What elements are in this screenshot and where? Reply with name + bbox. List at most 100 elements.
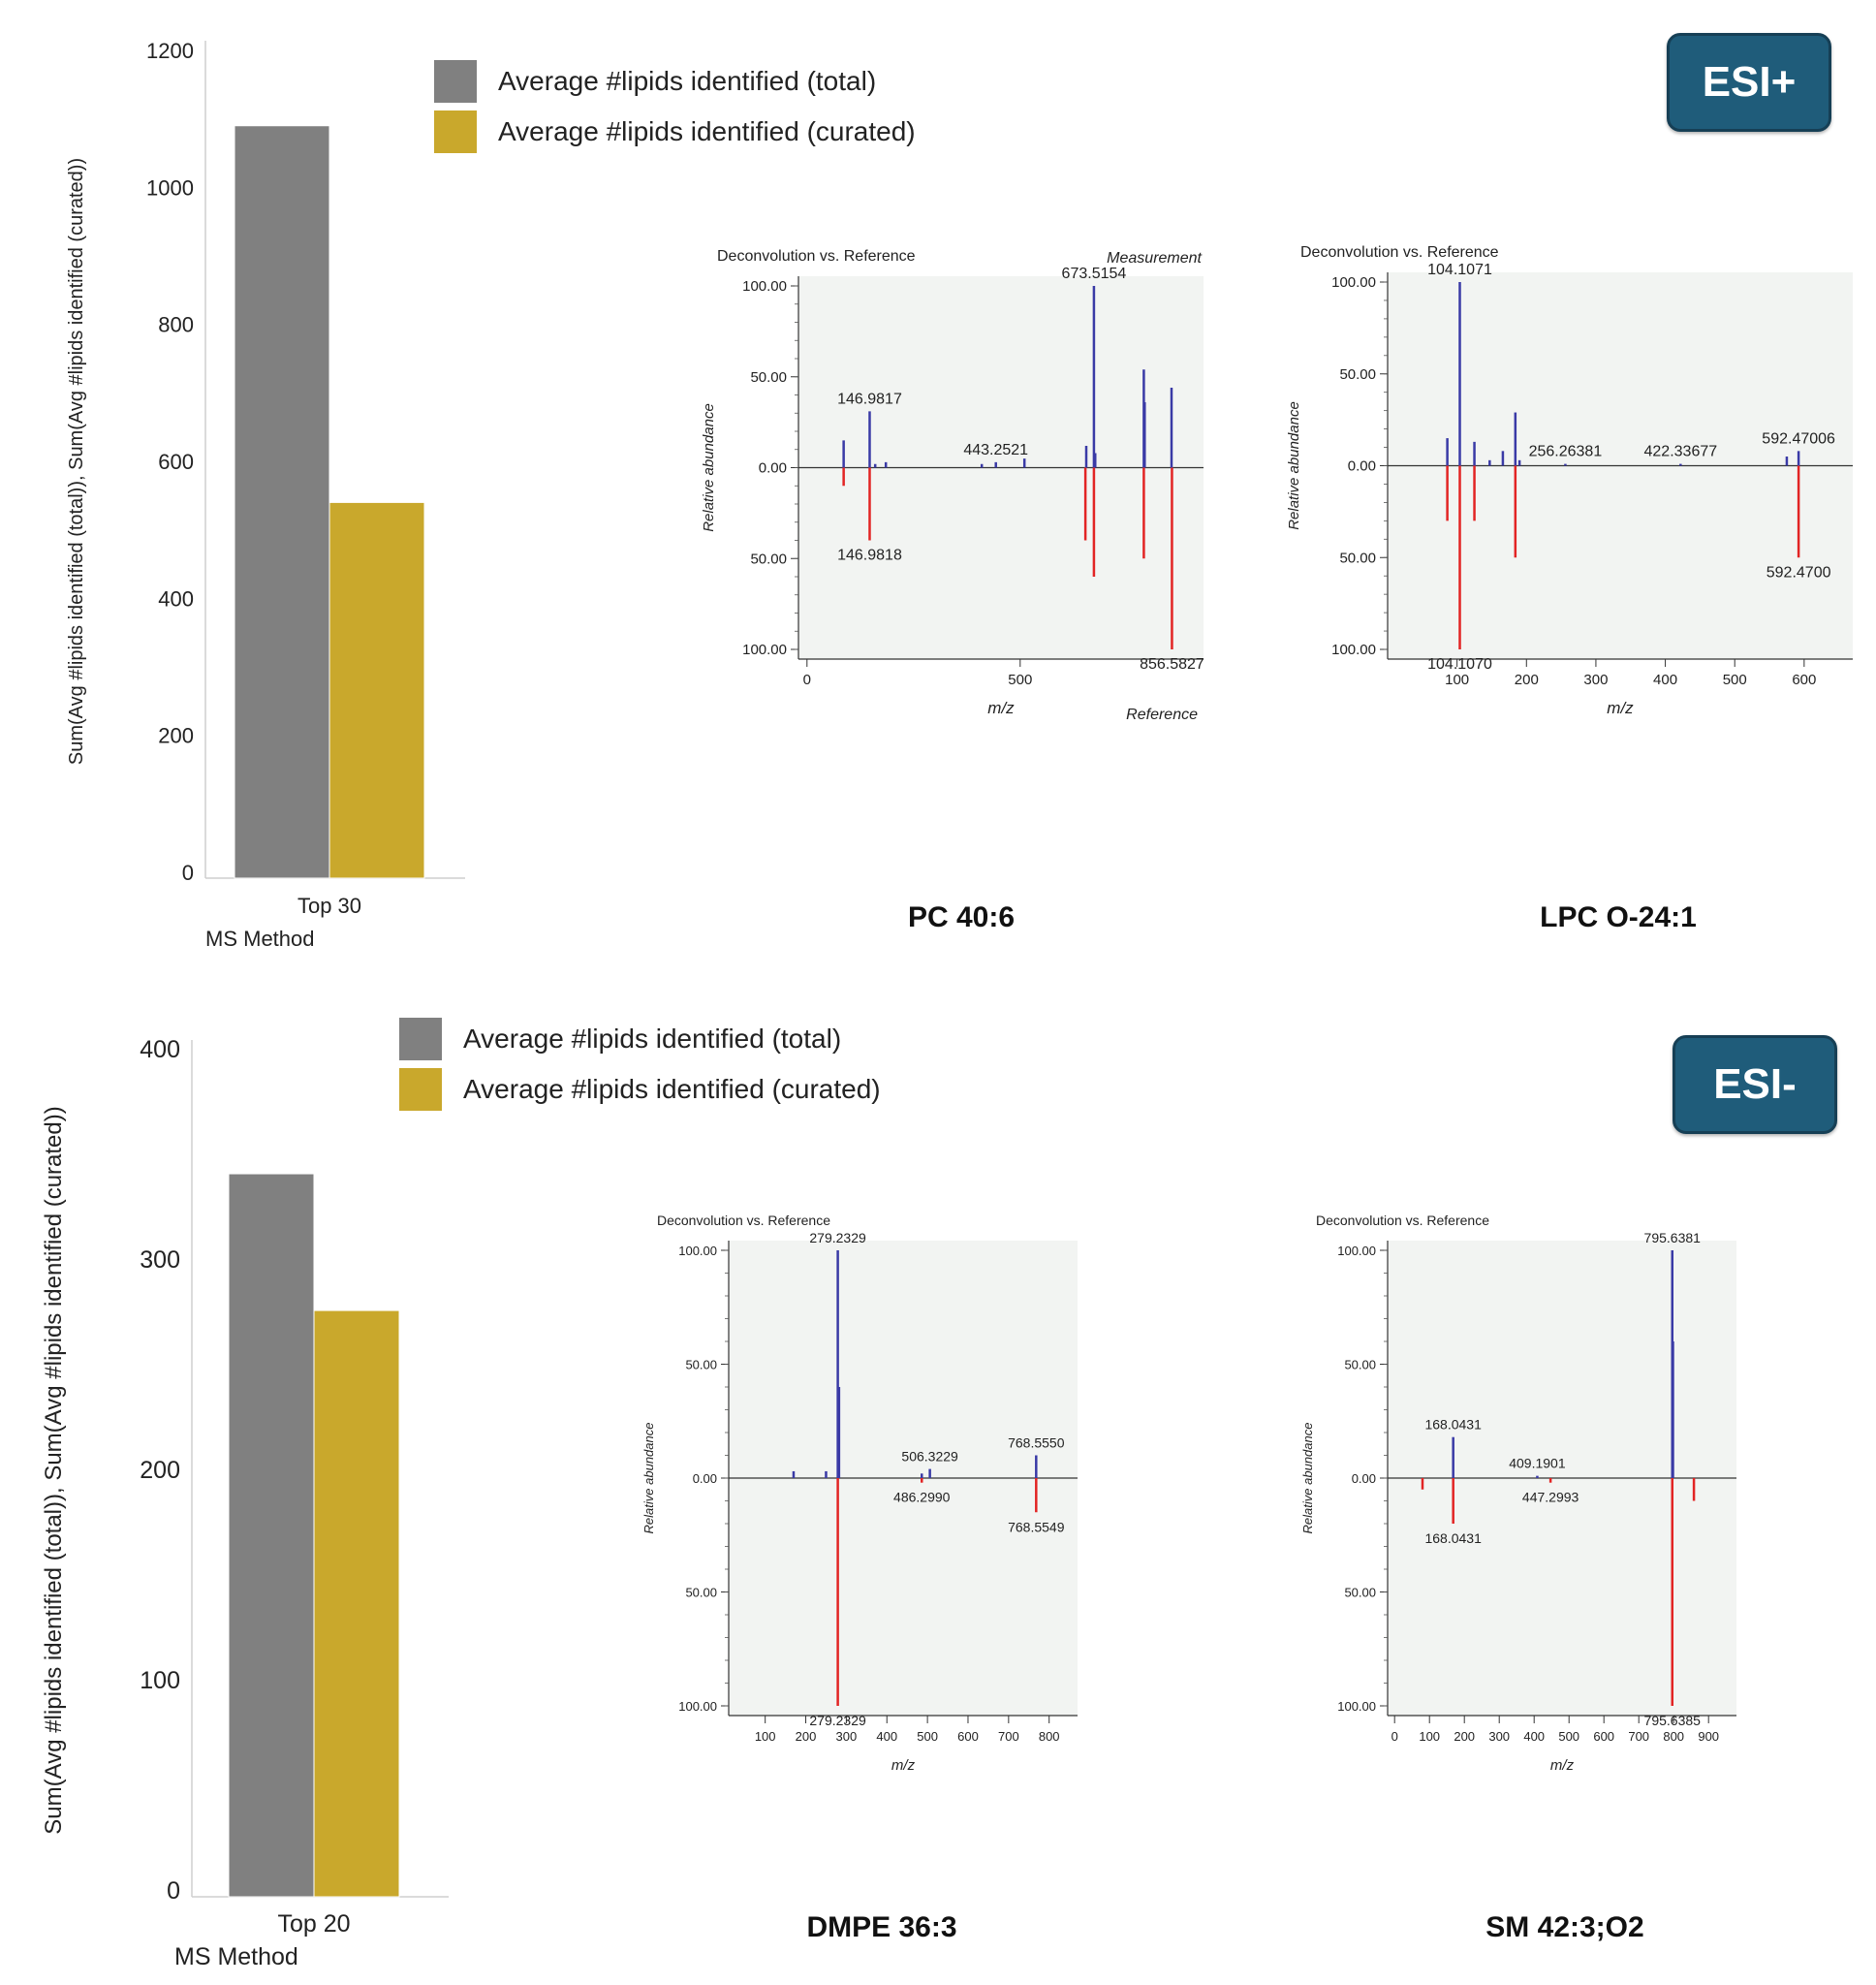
y-axis-title: Relative abundance — [641, 1423, 656, 1534]
spectrum-dmpe-36-3: Deconvolution vs. Reference 100.00 50.00 0.… — [641, 1213, 1078, 1774]
legend-item-curated: Average #lipids identified (curated) — [399, 1064, 881, 1115]
peak-label: 146.9817 — [837, 391, 902, 407]
spectrum-header: Deconvolution vs. Reference — [717, 248, 916, 265]
peak-label: 592.4700 — [1767, 564, 1831, 581]
bar-total — [228, 1173, 315, 1898]
y-tick-label: 100.00 — [678, 1244, 717, 1258]
spectrum-title-sm-42-3-o2: SM 42:3;O2 — [1485, 1911, 1644, 1943]
spectrum-sm-42-3-o2: Deconvolution vs. Reference 100.00 50.00 0.… — [1300, 1213, 1736, 1774]
x-axis-title: m/z — [891, 1757, 916, 1774]
y-axis-title: Relative abundance — [1300, 1423, 1315, 1534]
y-tick-label: 400 — [158, 586, 194, 611]
legend-label-total: Average #lipids identified (total) — [463, 1024, 842, 1054]
peak-label: 768.5550 — [1008, 1435, 1065, 1451]
x-tick-label: 500 — [1008, 672, 1032, 688]
esi-minus-badge: ESI- — [1673, 1035, 1837, 1134]
peak-label: 168.0431 — [1424, 1530, 1482, 1546]
y-axis-title: Sum(Avg #lipids identified (total)), Sum… — [41, 1106, 67, 1834]
y-tick-label: 1000 — [146, 175, 194, 200]
peak-label: 795.6385 — [1644, 1713, 1702, 1728]
top-legend: Average #lipids identified (total) Avera… — [434, 56, 916, 157]
peak-label: 447.2993 — [1522, 1490, 1579, 1505]
x-axis-title: m/z — [1607, 699, 1634, 717]
x-tick-label: 600 — [957, 1729, 979, 1744]
x-tick-label: 600 — [1593, 1729, 1614, 1744]
y-tick-label: 50.00 — [685, 1586, 717, 1600]
y-tick-label: 800 — [158, 313, 194, 337]
y-tick-label: 300 — [140, 1246, 180, 1274]
peak-label: 673.5154 — [1062, 266, 1127, 282]
x-tick-label: 200 — [796, 1729, 817, 1744]
legend-swatch-total — [434, 60, 477, 103]
peak-label: 104.1071 — [1427, 262, 1492, 278]
x-tick-label: 0 — [803, 672, 811, 688]
legend-swatch-curated — [399, 1068, 442, 1111]
bottom-bar-chart: 400 300 200 100 0 Top 20 MS Method Sum(Avg #lip… — [41, 1036, 449, 1970]
y-tick-label: 0 — [167, 1877, 180, 1905]
x-tick-label: 800 — [1039, 1729, 1060, 1744]
y-tick-label: 100 — [140, 1667, 180, 1694]
x-tick-label: 400 — [1653, 672, 1677, 688]
x-axis-title: MS Method — [205, 927, 315, 951]
legend-swatch-total — [399, 1018, 442, 1060]
y-tick-label: 100.00 — [678, 1699, 717, 1714]
x-tick-label: 300 — [1583, 672, 1608, 688]
peak-label: 146.9818 — [837, 548, 902, 564]
x-axis-title: m/z — [1550, 1757, 1575, 1774]
y-tick-label: 200 — [158, 724, 194, 748]
spectrum-pc-40-6: Deconvolution vs. Reference Measurement Re… — [701, 248, 1204, 723]
top-bar-chart: 1200 1000 800 600 400 200 0 Top 30 MS Method Sum(… — [66, 39, 465, 951]
y-tick-label: 100.00 — [742, 642, 787, 658]
y-axis-title: Sum(Avg #lipids identified (total)), Sum… — [66, 158, 87, 765]
peak-label: 409.1901 — [1509, 1456, 1566, 1471]
peak-label: 422.33677 — [1644, 444, 1718, 460]
y-tick-label: 50.00 — [1344, 1358, 1376, 1372]
y-tick-label: 50.00 — [750, 551, 787, 567]
y-tick-label: 400 — [140, 1036, 180, 1063]
x-tick-label: 300 — [836, 1729, 858, 1744]
x-tick-label: 600 — [1792, 672, 1816, 688]
legend-label-total: Average #lipids identified (total) — [498, 66, 877, 96]
spectrum-header: Deconvolution vs. Reference — [1300, 244, 1499, 261]
x-tick-label: 400 — [1523, 1729, 1545, 1744]
x-tick-label: 700 — [998, 1729, 1019, 1744]
y-tick-label: 50.00 — [685, 1358, 717, 1372]
x-tick-label: 500 — [917, 1729, 938, 1744]
peak-label: 795.6381 — [1644, 1230, 1702, 1245]
x-tick-label: 200 — [1454, 1729, 1475, 1744]
measurement-label: Measurement — [1107, 250, 1202, 267]
x-tick-label: 800 — [1663, 1729, 1684, 1744]
y-tick-label: 0.00 — [1348, 458, 1376, 475]
y-tick-label: 50.00 — [1339, 366, 1376, 383]
peak-label: 856.5827 — [1140, 656, 1204, 673]
x-tick-label: 200 — [1515, 672, 1539, 688]
peak-label: 168.0431 — [1424, 1417, 1482, 1433]
reference-label: Reference — [1126, 707, 1198, 723]
peak-label: 256.26381 — [1529, 444, 1603, 460]
y-axis-title: Relative abundance — [701, 403, 717, 532]
y-tick-label: 200 — [140, 1457, 180, 1484]
peak-label: 104.1070 — [1427, 656, 1492, 673]
y-tick-label: 1200 — [146, 39, 194, 63]
y-tick-label: 100.00 — [1337, 1244, 1376, 1258]
legend-label-curated: Average #lipids identified (curated) — [463, 1074, 881, 1104]
legend-item-total: Average #lipids identified (total) — [399, 1014, 881, 1064]
bar-curated — [313, 1309, 400, 1898]
esi-plus-badge: ESI+ — [1667, 33, 1831, 132]
y-tick-label: 0.00 — [759, 460, 787, 477]
x-tick-label: 700 — [1628, 1729, 1649, 1744]
x-tick-label: 100 — [1419, 1729, 1440, 1744]
x-tick-label: 100 — [755, 1729, 776, 1744]
y-tick-label: 0.00 — [1352, 1471, 1376, 1486]
y-tick-label: 0 — [182, 861, 194, 885]
x-tick-label: 900 — [1698, 1729, 1719, 1744]
y-tick-label: 600 — [158, 450, 194, 474]
x-category-label: Top 30 — [297, 894, 361, 918]
legend-label-curated: Average #lipids identified (curated) — [498, 116, 916, 146]
legend-swatch-curated — [434, 110, 477, 153]
bar-total — [234, 125, 330, 879]
y-tick-label: 50.00 — [1339, 550, 1376, 566]
spectrum-header: Deconvolution vs. Reference — [1316, 1213, 1489, 1228]
peak-label: 592.47006 — [1762, 430, 1835, 447]
y-tick-label: 100.00 — [742, 278, 787, 295]
